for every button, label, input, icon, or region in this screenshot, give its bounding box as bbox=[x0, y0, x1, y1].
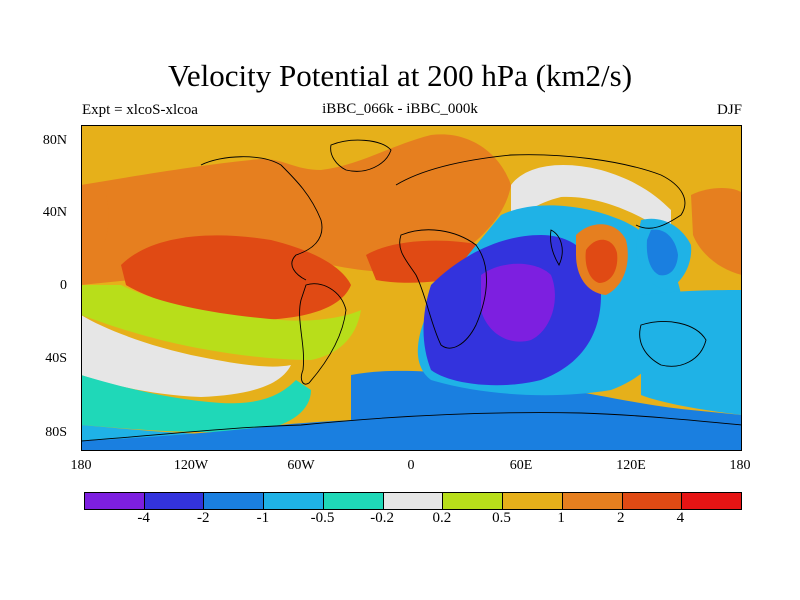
colorbar-tick-label: 0.5 bbox=[492, 510, 511, 526]
plot-title: Velocity Potential at 200 hPa (km2/s) bbox=[167, 58, 633, 93]
coast-india bbox=[550, 229, 563, 266]
coast-greenland bbox=[330, 139, 392, 172]
colorbar-tick-label: 4 bbox=[676, 510, 685, 526]
field-south-teal bbox=[81, 375, 311, 433]
lon-label-180w: 180 bbox=[70, 458, 92, 473]
colorbar-tick-label: -4 bbox=[137, 510, 150, 526]
coast-eurasia bbox=[395, 154, 686, 229]
lon-label-60w: 60W bbox=[287, 458, 315, 473]
lat-label-0: 0 bbox=[60, 278, 67, 293]
field-pacific-red bbox=[121, 235, 351, 320]
colorbar-tick-label: -0.5 bbox=[310, 510, 335, 526]
field-west-orange bbox=[81, 195, 109, 250]
coast-australia bbox=[639, 321, 707, 367]
colorbar-swatch bbox=[503, 493, 563, 509]
colorbar-swatch bbox=[682, 493, 742, 509]
colorbar-swatch bbox=[323, 493, 384, 509]
coastlines bbox=[81, 139, 742, 442]
season-label: DJF bbox=[716, 102, 742, 118]
coast-africa bbox=[399, 229, 487, 349]
map-frame bbox=[81, 125, 742, 451]
colorbar-swatch bbox=[85, 493, 145, 509]
coast-south-america bbox=[299, 283, 347, 385]
coast-north-america bbox=[200, 156, 323, 281]
colorbar-swatch bbox=[622, 493, 683, 509]
colorbar-swatch bbox=[144, 493, 205, 509]
field-sepac-cyan bbox=[641, 290, 742, 415]
colorbar-tick-label: 2 bbox=[616, 510, 625, 526]
colorbar-tick-label: -1 bbox=[256, 510, 270, 526]
colorbar-swatch bbox=[443, 493, 504, 509]
colorbar-swatch bbox=[383, 493, 444, 509]
lat-label-80s: 80S bbox=[45, 425, 67, 440]
colorbar bbox=[84, 492, 742, 510]
field-antarctic-blue bbox=[81, 417, 742, 451]
colorbar-swatch bbox=[204, 493, 265, 509]
colorbar-swatch bbox=[264, 493, 324, 509]
colorbar-tick-label: -0.2 bbox=[370, 510, 395, 526]
plot-subtitle: iBBC_066k - iBBC_000k bbox=[322, 101, 478, 117]
lat-label-40n: 40N bbox=[42, 205, 67, 220]
field-eurasia-white bbox=[511, 165, 671, 235]
lon-label-120w: 120W bbox=[173, 458, 209, 473]
lon-label-180e: 180 bbox=[729, 458, 751, 473]
velocity-potential-map bbox=[81, 125, 742, 451]
lon-label-120e: 120E bbox=[616, 458, 646, 473]
lon-label-0: 0 bbox=[407, 458, 415, 473]
field-south-white bbox=[81, 315, 291, 397]
colorbar-swatch bbox=[562, 493, 623, 509]
colorbar-tick-label: -2 bbox=[197, 510, 210, 526]
lon-label-60e: 60E bbox=[509, 458, 533, 473]
experiment-label: Expt = xlcoS-xlcoa bbox=[82, 102, 198, 118]
field-indian-purple bbox=[481, 263, 555, 342]
field-south-yellow bbox=[81, 285, 361, 360]
field-seasia-red bbox=[585, 239, 618, 283]
field-nepac-orange bbox=[691, 188, 742, 275]
colorbar-tick-label: 0.2 bbox=[432, 510, 452, 526]
coast-antarctica bbox=[81, 412, 742, 442]
field-wpac-blue bbox=[646, 229, 678, 276]
colorbar-tick-label: 1 bbox=[557, 510, 565, 526]
lat-label-40s: 40S bbox=[45, 351, 67, 366]
lat-label-80n: 80N bbox=[42, 133, 67, 148]
